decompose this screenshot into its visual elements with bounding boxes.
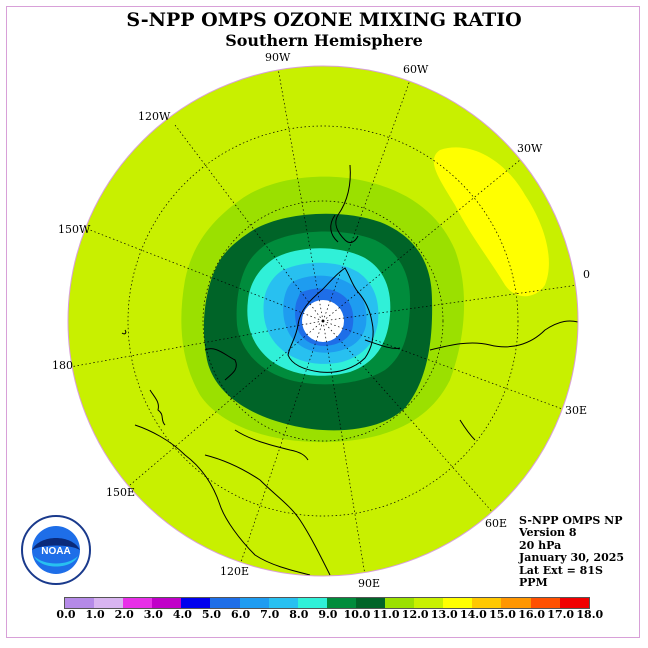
lon-label-90w: 90W <box>265 51 291 64</box>
colorbar-swatch <box>268 598 298 608</box>
colorbar-tick-label: 6.0 <box>231 608 251 621</box>
colorbar-tick-label: 3.0 <box>143 608 163 621</box>
colorbar-tick-label: 5.0 <box>201 608 222 621</box>
colorbar-swatch <box>123 598 153 608</box>
lon-label-0: 0 <box>583 268 590 281</box>
colorbar-tick-label: 13.0 <box>430 608 458 621</box>
lon-label-180: 180 <box>52 359 73 372</box>
lon-label-30w: 30W <box>517 142 543 155</box>
colorbar-swatch <box>443 598 473 608</box>
colorbar-swatch <box>530 598 560 608</box>
colorbar-swatch <box>181 598 211 608</box>
lon-label-60w: 60W <box>403 63 429 76</box>
lon-label-150w: 150W <box>58 223 91 236</box>
colorbar-swatch <box>297 598 327 608</box>
noaa-logo-text: NOAA <box>41 546 70 557</box>
colorbar <box>64 597 590 609</box>
map-title: S-NPP OMPS OZONE MIXING RATIO <box>126 9 522 31</box>
colorbar-tick-label: 2.0 <box>114 608 134 621</box>
colorbar-tick-label: 4.0 <box>172 608 192 621</box>
colorbar-tick-label: 0.0 <box>56 608 76 621</box>
colorbar-swatch <box>472 598 502 608</box>
colorbar-swatch <box>355 598 386 608</box>
colorbar-tick-label: 14.0 <box>459 608 487 621</box>
lon-label-150e: 150E <box>106 486 136 499</box>
colorbar-swatch <box>326 598 356 608</box>
colorbar-tick-label: 15.0 <box>489 608 516 621</box>
info-instrument: S-NPP OMPS NP <box>519 514 623 527</box>
info-version: Version 8 <box>519 526 577 540</box>
colorbar-tick-label: 8.0 <box>289 608 309 621</box>
colorbar-tick-label: 7.0 <box>260 608 280 621</box>
colorbar-swatch <box>65 598 95 608</box>
colorbar-swatch <box>559 598 589 608</box>
info-date: January 30, 2025 <box>519 551 625 565</box>
colorbar-swatch <box>94 598 124 608</box>
map-subtitle: Southern Hemisphere <box>225 31 423 50</box>
colorbar-labels: 0.0 1.0 2.0 3.0 4.0 5.0 6.0 7.0 8.0 9.0 10.0 11.0 12… <box>0 608 648 622</box>
info-lat-ext: Lat Ext = 81S <box>519 563 603 577</box>
high-ozone-patch <box>433 147 549 297</box>
colorbar-tick-label: 18.0 <box>576 608 604 621</box>
globe-outline <box>67 65 579 577</box>
noaa-logo: NOAA <box>21 515 91 585</box>
lon-label-30e: 30E <box>565 404 588 417</box>
colorbar-swatch <box>414 598 444 608</box>
lon-label-60e: 60E <box>485 517 508 530</box>
colorbar-tick-label: 11.0 <box>372 608 400 621</box>
info-level: 20 hPa <box>519 538 562 552</box>
lon-label-120w: 120W <box>138 110 171 123</box>
colorbar-tick-label: 9.0 <box>318 608 338 621</box>
lon-label-90e: 90E <box>358 577 381 590</box>
colorbar-tick-label: 16.0 <box>518 608 545 621</box>
colorbar-swatch <box>385 598 415 608</box>
coastlines <box>121 164 578 576</box>
colorbar-swatch <box>501 598 531 608</box>
colorbar-tick-label: 10.0 <box>343 608 371 621</box>
colorbar-swatch <box>210 598 240 608</box>
colorbar-tick-label: 17.0 <box>547 608 575 621</box>
info-units: PPM <box>519 576 548 590</box>
colorbar-swatch <box>239 598 269 608</box>
graticule <box>69 67 578 576</box>
info-panel: S-NPP OMPS NP Version 8 20 hPa January 3… <box>519 514 625 590</box>
colorbar-tick-label: 12.0 <box>401 608 429 621</box>
figure-frame <box>6 6 640 638</box>
lon-label-120e: 120E <box>220 565 250 578</box>
colorbar-swatch <box>152 598 182 608</box>
colorbar-tick-label: 1.0 <box>85 608 105 621</box>
